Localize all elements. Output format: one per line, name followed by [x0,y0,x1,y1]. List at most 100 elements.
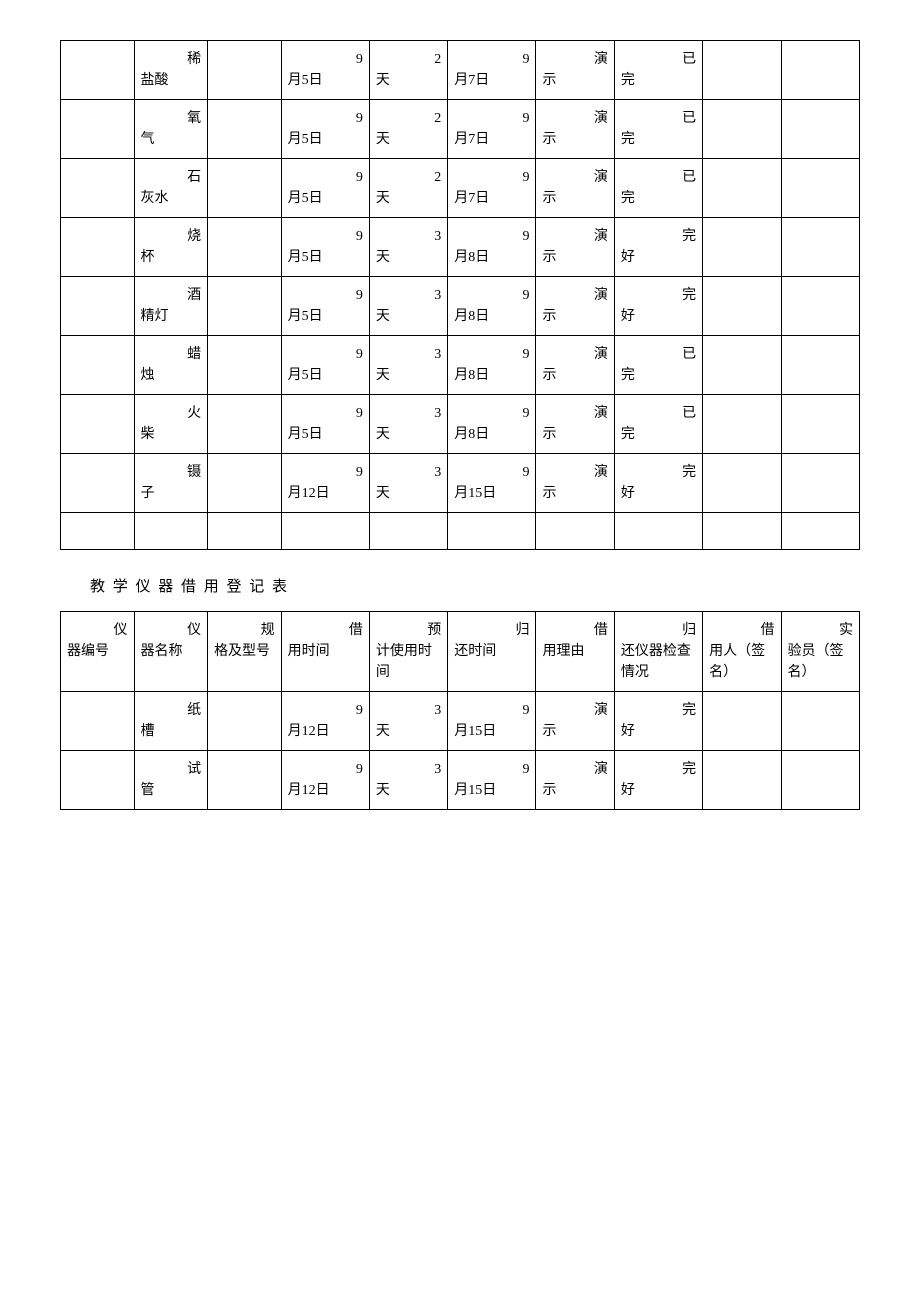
cell-r0-c5-rest: 月15日 [452,721,531,742]
cell-r1-c1-rest: 气 [139,129,204,150]
cell-r7-c7-rest: 好 [619,483,698,504]
cell-r1-c3-first: 9 [286,759,365,780]
cell-r4-c5-first: 9 [452,285,531,306]
table-empty-row [61,513,860,550]
cell-r6-c9 [781,395,859,454]
table-row: 酒精灯9月5日3天9月8日演示完好 [61,277,860,336]
cell-r1-c1-first: 试 [139,759,204,780]
cell-r2-c4: 2天 [369,159,447,218]
cell-r2-c1-rest: 灰水 [139,188,204,209]
header-first-6: 借 [540,620,609,641]
cell-r5-c1: 蜡烛 [134,336,208,395]
cell-r7-c3-rest: 月12日 [286,483,365,504]
cell-r1-c7-first: 完 [619,759,698,780]
cell-r0-c6: 演示 [536,692,614,751]
cell-r1-c4: 3天 [369,751,447,810]
header-first-5: 归 [452,620,531,641]
cell-r0-c0 [61,692,135,751]
cell-r1-c0 [61,100,135,159]
cell-r0-c4-first: 3 [374,700,443,721]
cell-r1-c9 [781,751,859,810]
cell-r5-c5: 9月8日 [448,336,536,395]
cell-r0-c7-rest: 完 [619,70,698,91]
cell-r1-c2 [208,100,282,159]
cell-r1-c7-first: 已 [619,108,698,129]
cell-r0-c6-first: 演 [540,700,609,721]
cell-r1-c9 [781,100,859,159]
cell-r0-c1-first: 纸 [139,700,204,721]
empty-cell-7 [614,513,702,550]
cell-r0-c1: 稀盐酸 [134,41,208,100]
cell-r4-c9 [781,277,859,336]
cell-r3-c1-rest: 杯 [139,247,204,268]
cell-r2-c3: 9月5日 [281,159,369,218]
cell-r1-c3-rest: 月12日 [286,780,365,801]
cell-r2-c6: 演示 [536,159,614,218]
cell-r5-c3: 9月5日 [281,336,369,395]
cell-r6-c3: 9月5日 [281,395,369,454]
header-first-2: 规 [212,620,277,641]
cell-r1-c1-first: 氧 [139,108,204,129]
cell-r1-c3: 9月5日 [281,100,369,159]
cell-r7-c5-rest: 月15日 [452,483,531,504]
cell-r4-c7-first: 完 [619,285,698,306]
cell-r7-c0 [61,454,135,513]
cell-r0-c7: 完好 [614,692,702,751]
header-rest-4: 计使用时间 [374,641,443,683]
cell-r2-c7: 已完 [614,159,702,218]
cell-r3-c2 [208,218,282,277]
cell-r0-c4-rest: 天 [374,70,443,91]
header-first-9: 实 [786,620,855,641]
cell-r1-c4-first: 2 [374,108,443,129]
cell-r5-c6-rest: 示 [540,365,609,386]
cell-r5-c1-first: 蜡 [139,344,204,365]
cell-r2-c5: 9月7日 [448,159,536,218]
cell-r0-c8 [703,41,781,100]
cell-r3-c5-rest: 月8日 [452,247,531,268]
cell-r4-c6-first: 演 [540,285,609,306]
header-rest-7: 还仪器检查情况 [619,641,698,683]
cell-r1-c7: 已完 [614,100,702,159]
cell-r1-c6: 演示 [536,100,614,159]
cell-r6-c6: 演示 [536,395,614,454]
cell-r0-c3: 9月5日 [281,41,369,100]
empty-cell-5 [448,513,536,550]
cell-r1-c5-rest: 月7日 [452,129,531,150]
cell-r0-c7-first: 完 [619,700,698,721]
cell-r3-c0 [61,218,135,277]
cell-r0-c2 [208,692,282,751]
cell-r0-c3: 9月12日 [281,692,369,751]
cell-r7-c1: 镊子 [134,454,208,513]
cell-r2-c3-rest: 月5日 [286,188,365,209]
cell-r5-c3-rest: 月5日 [286,365,365,386]
cell-r3-c9 [781,218,859,277]
cell-r7-c4: 3天 [369,454,447,513]
cell-r5-c9 [781,336,859,395]
cell-r1-c2 [208,751,282,810]
cell-r1-c3: 9月12日 [281,751,369,810]
cell-r5-c4: 3天 [369,336,447,395]
cell-r5-c3-first: 9 [286,344,365,365]
cell-r0-c6: 演示 [536,41,614,100]
cell-r4-c4: 3天 [369,277,447,336]
cell-r7-c9 [781,454,859,513]
header-first-8: 借 [707,620,776,641]
cell-r6-c3-first: 9 [286,403,365,424]
header-cell-2: 规格及型号 [208,612,282,692]
cell-r0-c9 [781,692,859,751]
header-first-3: 借 [286,620,365,641]
borrow-register-table-1: 稀盐酸9月5日2天9月7日演示已完氧气9月5日2天9月7日演示已完石灰水9月5日… [60,40,860,550]
cell-r1-c3-first: 9 [286,108,365,129]
cell-r1-c1: 氧气 [134,100,208,159]
table-2-body: 仪器编号仪器名称规格及型号借用时间预计使用时间归还时间借用理由归还仪器检查情况借… [61,612,860,810]
borrow-register-table-2: 仪器编号仪器名称规格及型号借用时间预计使用时间归还时间借用理由归还仪器检查情况借… [60,611,860,810]
header-cell-4: 预计使用时间 [369,612,447,692]
cell-r2-c3-first: 9 [286,167,365,188]
cell-r3-c4: 3天 [369,218,447,277]
cell-r6-c1-rest: 柴 [139,424,204,445]
cell-r4-c3-first: 9 [286,285,365,306]
cell-r0-c5: 9月7日 [448,41,536,100]
cell-r2-c7-first: 已 [619,167,698,188]
cell-r1-c6-first: 演 [540,759,609,780]
cell-r0-c3-rest: 月5日 [286,70,365,91]
